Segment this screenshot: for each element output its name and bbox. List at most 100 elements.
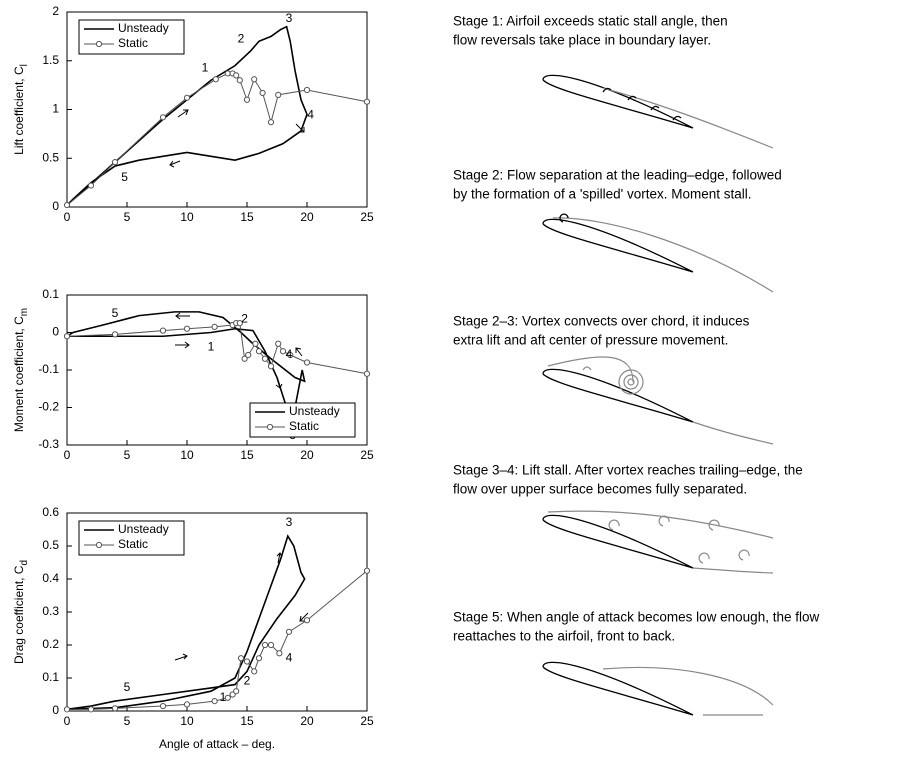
x-tick-label: 10 bbox=[180, 714, 194, 728]
y-tick-label: 0.3 bbox=[42, 604, 59, 618]
data-point bbox=[224, 694, 231, 701]
y-tick-label: 1.5 bbox=[42, 53, 59, 67]
data-point bbox=[251, 668, 258, 675]
x-tick-label: 20 bbox=[300, 714, 314, 728]
x-tick-label: 15 bbox=[240, 448, 254, 462]
x-tick-label: 0 bbox=[64, 448, 71, 462]
data-point bbox=[211, 323, 218, 330]
legend-label: Static bbox=[118, 537, 148, 551]
data-point bbox=[303, 359, 311, 366]
data-point bbox=[111, 159, 119, 166]
data-point bbox=[363, 567, 371, 574]
data-point bbox=[255, 348, 263, 355]
data-point bbox=[87, 182, 95, 189]
series-line bbox=[66, 72, 368, 206]
series-line bbox=[66, 322, 368, 375]
annotation: 1 bbox=[220, 690, 227, 704]
y-tick-label: -0.3 bbox=[38, 437, 59, 451]
y-tick-label: 0.5 bbox=[42, 538, 59, 552]
data-point bbox=[236, 320, 243, 327]
annotation: 5 bbox=[121, 170, 128, 184]
legend-marker bbox=[95, 40, 103, 48]
data-point bbox=[255, 655, 263, 662]
x-tick-label: 25 bbox=[360, 210, 374, 224]
x-tick-label: 20 bbox=[300, 210, 314, 224]
data-point bbox=[252, 340, 259, 347]
data-point bbox=[233, 688, 240, 695]
data-point bbox=[237, 655, 245, 662]
y-axis-label-main: Moment coefficient, C bbox=[12, 316, 26, 432]
annotation: 2 bbox=[238, 31, 245, 45]
x-tick-label: 0 bbox=[64, 210, 71, 224]
data-point bbox=[259, 89, 266, 97]
stage-text: reattaches to the airfoil, front to back… bbox=[453, 629, 675, 644]
y-tick-label: 1 bbox=[52, 102, 59, 116]
airfoil-stage-3-4 bbox=[542, 510, 774, 574]
airfoil-stage-1 bbox=[542, 74, 774, 149]
y-tick-label: -0.1 bbox=[38, 362, 59, 376]
annotation: 4 bbox=[286, 650, 293, 664]
annotation: 2 bbox=[241, 312, 248, 326]
data-point bbox=[87, 706, 95, 713]
x-tick-label: 5 bbox=[124, 210, 131, 224]
y-axis-label-sub: l bbox=[19, 64, 30, 66]
y-axis-label-main: Lift coefficient, C bbox=[12, 66, 26, 155]
data-point bbox=[241, 355, 248, 362]
stage-text: flow over upper surface becomes fully se… bbox=[453, 482, 747, 497]
data-point bbox=[63, 333, 71, 340]
x-tick-label: 20 bbox=[300, 448, 314, 462]
x-axis-label: Angle of attack – deg. bbox=[159, 737, 275, 751]
y-tick-label: 0.2 bbox=[42, 637, 59, 651]
y-axis-label: Drag coefficient, Cd bbox=[12, 560, 29, 664]
data-point bbox=[303, 617, 311, 624]
y-tick-label: 0.1 bbox=[42, 287, 59, 301]
data-point bbox=[159, 327, 167, 334]
legend-label: Unsteady bbox=[118, 21, 169, 35]
data-point bbox=[245, 351, 252, 359]
y-tick-label: 0.5 bbox=[42, 150, 59, 164]
legend-label: Static bbox=[118, 36, 148, 50]
data-point bbox=[261, 355, 269, 362]
y-tick-label: 0 bbox=[52, 199, 59, 213]
data-point bbox=[183, 325, 191, 332]
airfoil-stage-5 bbox=[542, 661, 774, 716]
data-point bbox=[275, 91, 282, 98]
data-point bbox=[287, 351, 294, 359]
data-point bbox=[111, 705, 119, 712]
y-tick-label: 0.6 bbox=[42, 505, 59, 519]
annotation: 4 bbox=[286, 347, 293, 361]
annotation: 2 bbox=[244, 673, 251, 687]
x-tick-label: 5 bbox=[124, 714, 131, 728]
data-point bbox=[275, 340, 282, 347]
data-point bbox=[276, 650, 283, 657]
data-point bbox=[251, 76, 258, 83]
data-point bbox=[261, 641, 269, 649]
stage-text: Stage 1: Airfoil exceeds static stall an… bbox=[453, 14, 728, 29]
data-point bbox=[63, 201, 71, 209]
stage-text: Stage 2: Flow separation at the leading–… bbox=[453, 168, 782, 183]
y-axis-label-sub: d bbox=[19, 560, 30, 566]
legend-label: Unsteady bbox=[118, 522, 169, 536]
data-point bbox=[236, 77, 243, 84]
airfoil-diagrams bbox=[169, 74, 774, 716]
stage-text: Stage 3–4: Lift stall. After vortex reac… bbox=[453, 463, 803, 478]
legend-label: Static bbox=[289, 419, 319, 433]
y-axis-label: Moment coefficient, Cm bbox=[12, 308, 29, 432]
data-point bbox=[159, 702, 167, 710]
series-line bbox=[66, 25, 308, 206]
series-line bbox=[66, 534, 306, 711]
x-tick-label: 25 bbox=[360, 448, 374, 462]
data-point bbox=[63, 706, 71, 713]
data-point bbox=[363, 98, 371, 105]
x-tick-label: 0 bbox=[64, 714, 71, 728]
legend-box bbox=[249, 402, 356, 438]
legend-box bbox=[78, 19, 185, 55]
data-point bbox=[183, 701, 191, 708]
x-tick-label: 10 bbox=[180, 210, 194, 224]
data-point bbox=[243, 96, 251, 103]
